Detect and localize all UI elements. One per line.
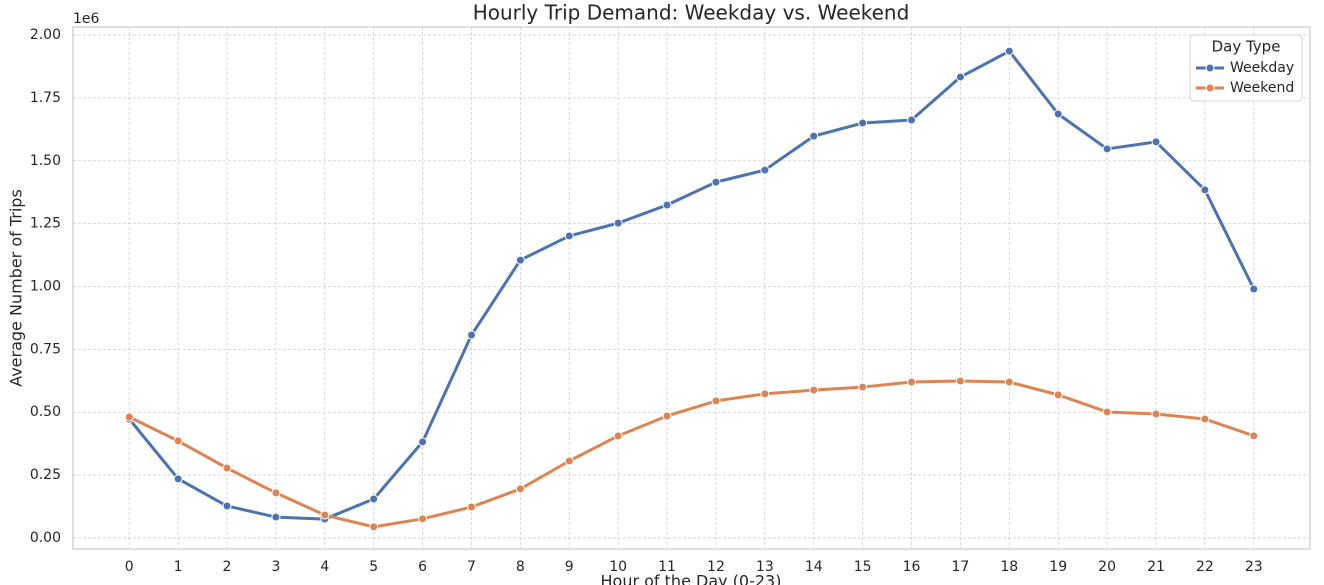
- x-tick-label: 17: [951, 559, 969, 575]
- x-tick-label: 9: [565, 559, 574, 575]
- data-point: [1053, 109, 1063, 119]
- y-offset-label: 1e6: [73, 11, 100, 27]
- data-point: [613, 431, 623, 441]
- x-tick-label: 12: [707, 559, 725, 575]
- data-point: [1151, 409, 1161, 419]
- data-point: [809, 385, 819, 395]
- x-tick-label: 1: [174, 559, 183, 575]
- x-axis-label: Hour of the Day (0-23): [601, 572, 782, 585]
- data-point: [662, 200, 672, 210]
- data-point: [271, 488, 281, 498]
- data-point: [1249, 431, 1259, 441]
- data-point: [271, 512, 281, 522]
- x-tick-label: 10: [609, 559, 627, 575]
- x-tick-label: 21: [1147, 559, 1165, 575]
- series-line: [128, 49, 1256, 521]
- chart-title: Hourly Trip Demand: Weekday vs. Weekend: [473, 1, 910, 25]
- x-tick-label: 22: [1196, 559, 1214, 575]
- x-tick-label: 7: [467, 559, 476, 575]
- x-tick-label: 16: [903, 559, 921, 575]
- data-point: [1151, 137, 1161, 147]
- y-tick-label: 0.00: [30, 530, 61, 546]
- y-axis-label: Average Number of Trips: [7, 189, 26, 387]
- data-point: [711, 177, 721, 187]
- data-point: [1102, 407, 1112, 417]
- x-tick-label: 6: [418, 559, 427, 575]
- x-tick-label: 13: [756, 559, 774, 575]
- x-tick-label: 0: [125, 559, 134, 575]
- data-point: [907, 377, 917, 387]
- data-point: [955, 376, 965, 386]
- data-point: [760, 389, 770, 399]
- data-point: [173, 436, 183, 446]
- x-tick-label: 15: [854, 559, 872, 575]
- data-point: [564, 456, 574, 466]
- y-tick-label: 2.00: [30, 27, 61, 43]
- data-point: [222, 501, 232, 511]
- data-point: [418, 437, 428, 447]
- x-tick-label: 18: [1000, 559, 1018, 575]
- data-point: [809, 131, 819, 141]
- data-point: [1200, 185, 1210, 195]
- plot-frame: [72, 26, 1311, 550]
- data-point: [858, 118, 868, 128]
- legend-marker: [1205, 83, 1215, 93]
- legend-box: [1189, 34, 1303, 102]
- legend-title: Day Type: [1212, 38, 1281, 56]
- data-point: [320, 510, 330, 520]
- data-point: [124, 412, 134, 422]
- data-point: [760, 165, 770, 175]
- x-tick-label: 8: [516, 559, 525, 575]
- data-point: [515, 255, 525, 265]
- y-tick-label: 1.75: [30, 90, 61, 106]
- data-point: [1102, 144, 1112, 154]
- legend-label: Weekday: [1230, 60, 1294, 76]
- data-point: [1249, 284, 1259, 294]
- x-tick-label: 2: [223, 559, 232, 575]
- x-tick-label: 20: [1098, 559, 1116, 575]
- data-point: [515, 484, 525, 494]
- data-point: [1004, 46, 1014, 56]
- data-point: [907, 115, 917, 125]
- data-point: [564, 231, 574, 241]
- legend-label: Weekend: [1230, 80, 1294, 96]
- data-point: [173, 474, 183, 484]
- series-line: [128, 379, 1255, 529]
- x-tick-label: 23: [1245, 559, 1263, 575]
- y-tick-label: 0.75: [30, 341, 61, 357]
- data-point: [418, 514, 428, 524]
- data-point: [613, 218, 623, 228]
- data-point: [1200, 414, 1210, 424]
- data-point: [662, 411, 672, 421]
- x-tick-label: 11: [658, 559, 676, 575]
- y-tick-label: 1.00: [30, 278, 61, 294]
- x-tick-label: 4: [320, 559, 329, 575]
- data-point: [858, 382, 868, 392]
- data-point: [222, 463, 232, 473]
- data-point: [1053, 390, 1063, 400]
- data-point: [955, 72, 965, 82]
- data-point: [369, 522, 379, 532]
- data-point: [466, 330, 476, 340]
- x-tick-label: 5: [369, 559, 378, 575]
- data-point: [711, 396, 721, 406]
- data-point: [1004, 377, 1014, 387]
- data-point: [466, 502, 476, 512]
- x-tick-label: 14: [805, 559, 823, 575]
- x-tick-label: 19: [1049, 559, 1067, 575]
- y-tick-label: 1.25: [30, 216, 61, 232]
- legend-marker: [1205, 63, 1215, 73]
- y-tick-label: 1.50: [30, 153, 61, 169]
- y-tick-label: 0.50: [30, 404, 61, 420]
- x-tick-label: 3: [271, 559, 280, 575]
- y-tick-label: 0.25: [30, 467, 61, 483]
- data-point: [369, 494, 379, 504]
